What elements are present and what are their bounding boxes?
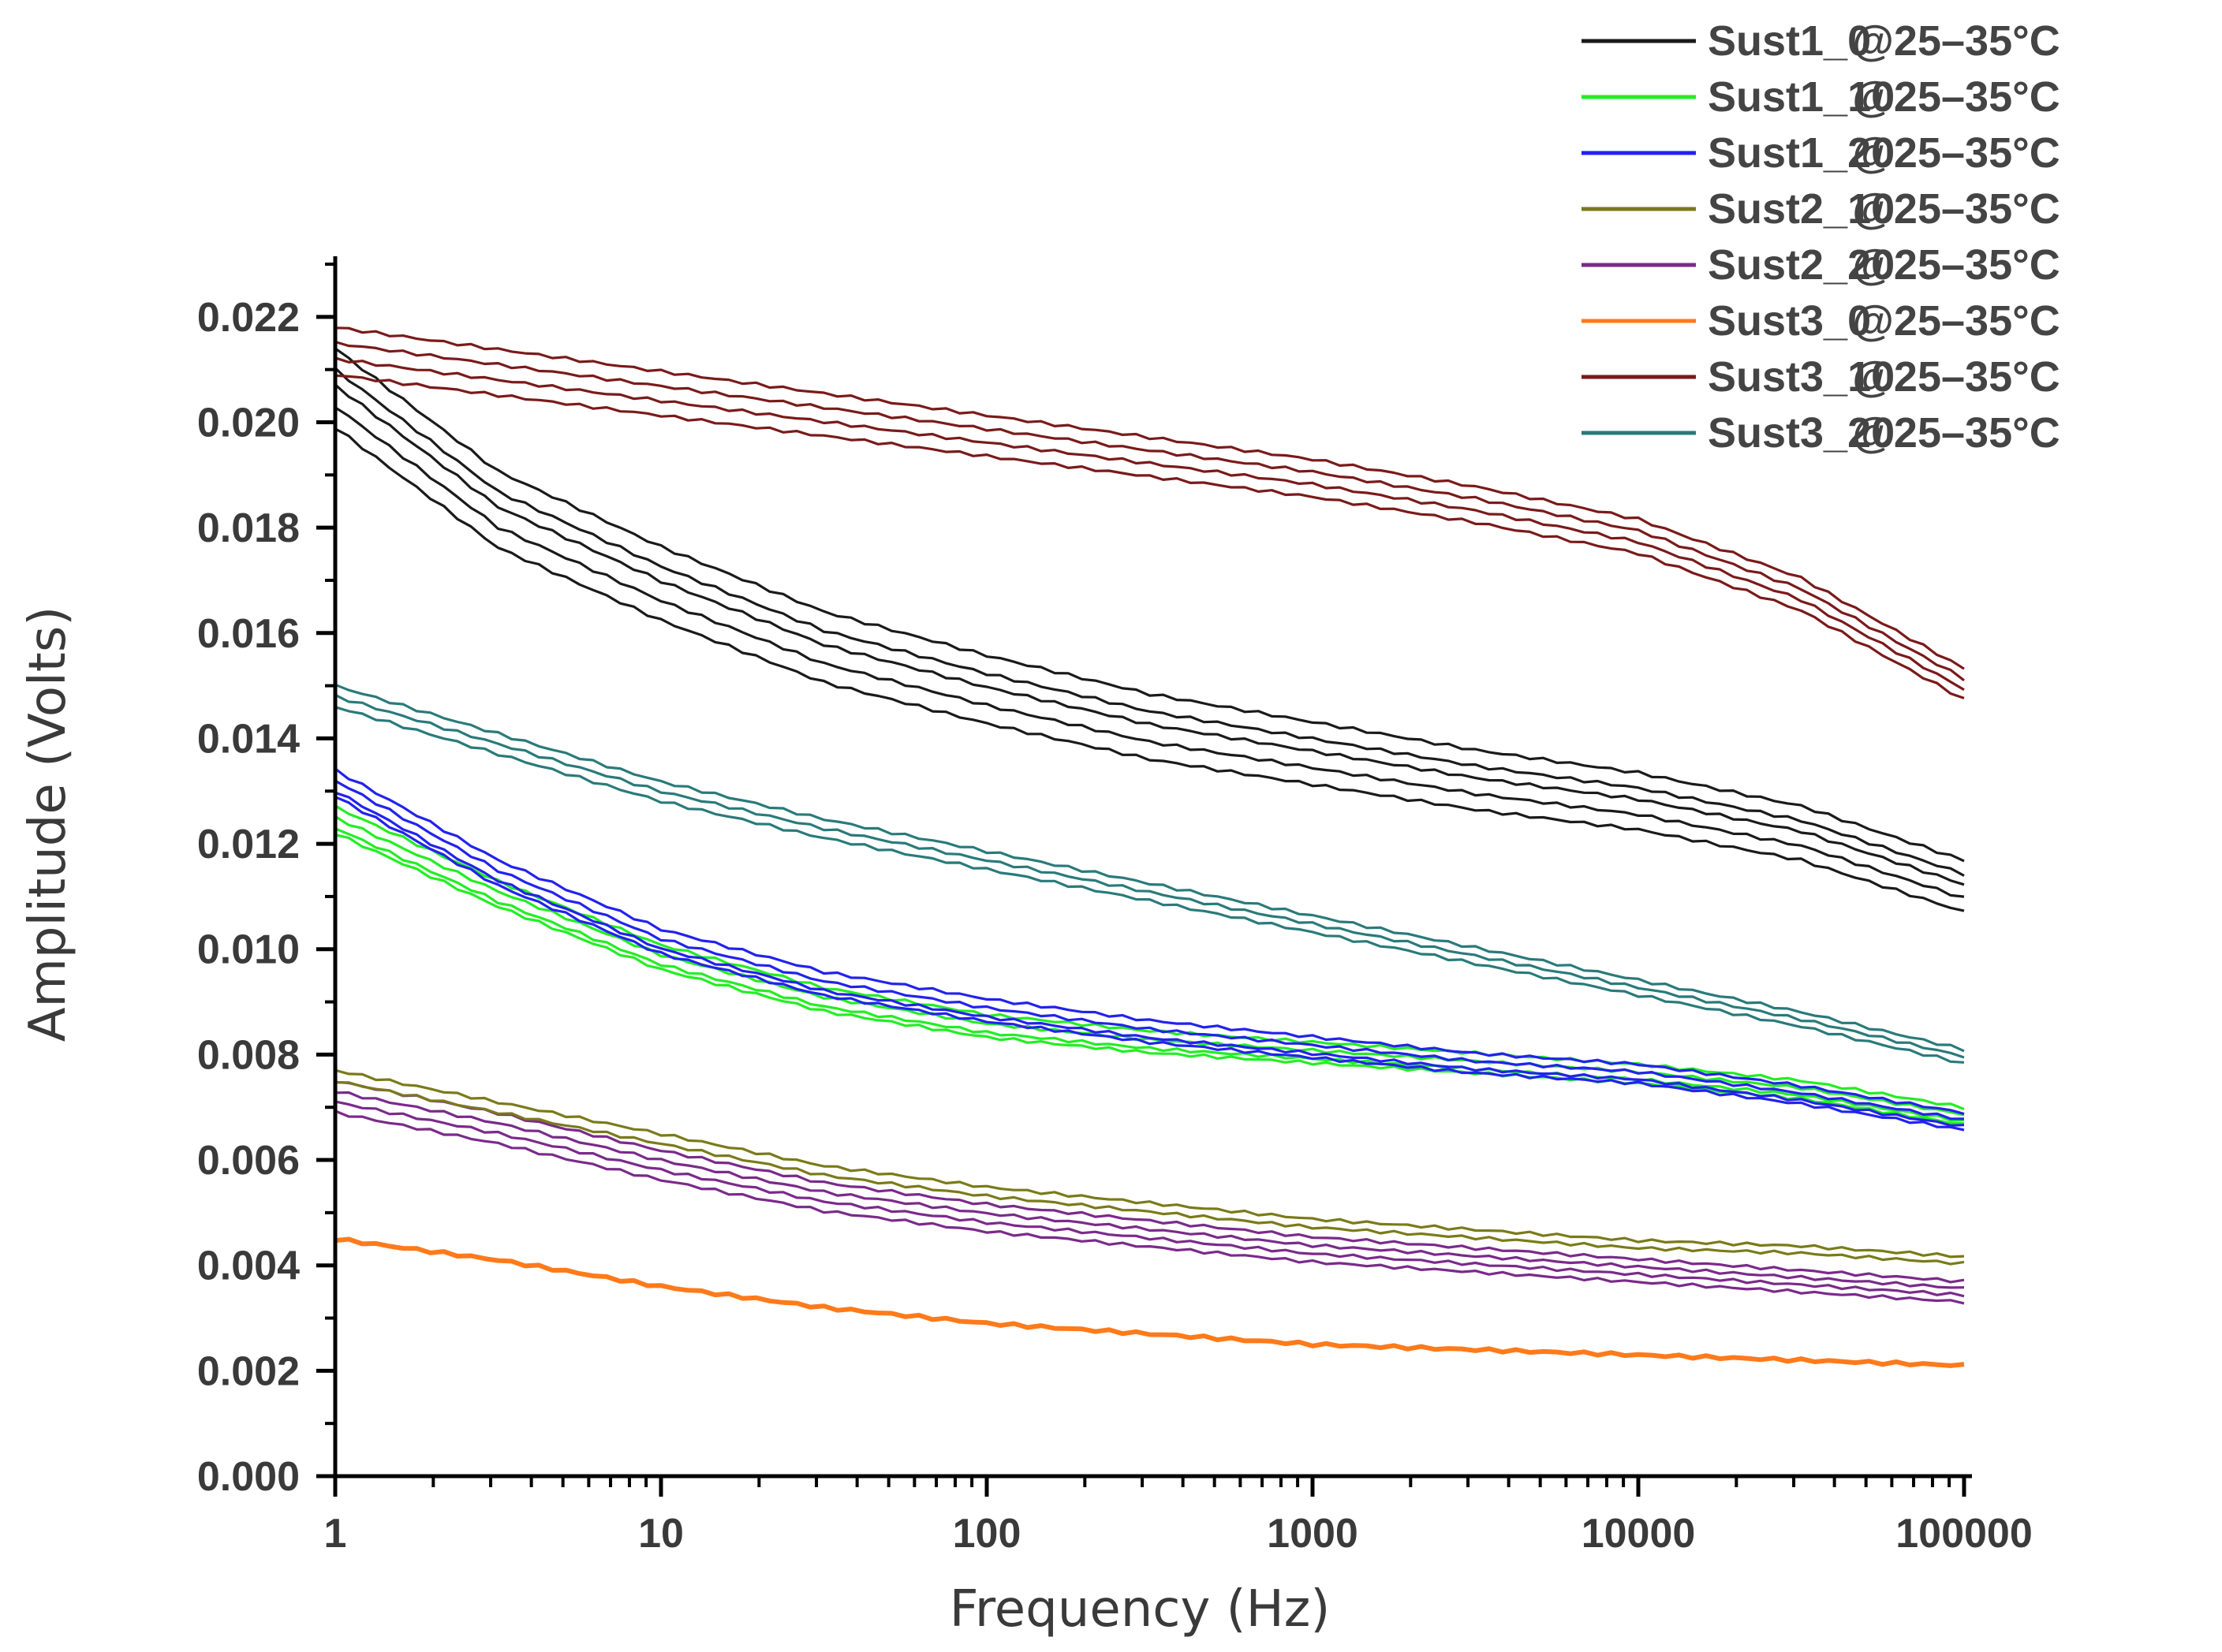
x-tick-label: 1000 <box>1267 1511 1358 1557</box>
legend-condition: @25–35°C <box>1852 297 2060 345</box>
trace-Sust3_20 <box>334 706 1965 1064</box>
trace-Sust3_20 <box>334 683 1965 1053</box>
y-tick-label: 0.010 <box>197 927 300 973</box>
trace-Sust1_10 <box>334 804 1965 1110</box>
tick-labels: 0.000 0.002 0.004 0.006 0.008 0.010 0.012 0.014… <box>197 295 2033 1557</box>
legend-condition: @25–35°C <box>1852 17 2060 65</box>
series-Sust3_0 <box>334 1236 1965 1368</box>
y-tick-label: 0.022 <box>197 295 300 341</box>
y-tick-label: 0.018 <box>197 505 300 551</box>
legend-condition: @25–35°C <box>1852 185 2060 233</box>
trace-Sust1_20 <box>334 791 1965 1127</box>
trace-Sust1_0 <box>334 427 1965 912</box>
legend-series-name: Sust1_0 <box>1708 17 1871 65</box>
legend-item-Sust1_0: Sust1_0@25–35°C <box>1582 17 2060 65</box>
trace-Sust3_10 <box>334 356 1965 692</box>
trace-Sust3_20 <box>334 693 1965 1059</box>
trace-Sust3_10 <box>334 326 1965 670</box>
series-layer <box>334 326 1965 1368</box>
x-tick-label: 10000 <box>1582 1511 1696 1557</box>
trace-Sust3_10 <box>334 340 1965 682</box>
legend-series-name: Sust1_20 <box>1708 129 1895 177</box>
x-axis-title: Frequency (Hz) <box>950 1580 1331 1639</box>
trace-Sust2_20 <box>334 1080 1965 1284</box>
series-Sust2_10 <box>334 1068 1965 1266</box>
legend-condition: @25–35°C <box>1852 129 2060 177</box>
y-tick-label: 0.000 <box>197 1454 300 1500</box>
trace-Sust1_0 <box>334 347 1965 863</box>
trace-Sust1_10 <box>334 815 1965 1117</box>
y-tick-label: 0.006 <box>197 1138 300 1184</box>
legend-series-name: Sust3_20 <box>1708 409 1895 457</box>
y-tick-label: 0.012 <box>197 822 300 867</box>
legend-series-name: Sust2_10 <box>1708 185 1895 233</box>
legend-series-name: Sust2_20 <box>1708 241 1895 289</box>
legend-series-name: Sust3_10 <box>1708 353 1895 401</box>
legend-condition: @25–35°C <box>1852 73 2060 121</box>
series-Sust2_20 <box>334 1080 1965 1305</box>
trace-Sust1_20 <box>334 767 1965 1116</box>
legend: Sust1_0@25–35°CSust1_10@25–35°CSust1_20@… <box>1582 17 2060 457</box>
y-tick-label: 0.020 <box>197 400 300 446</box>
legend-condition: @25–35°C <box>1852 353 2060 401</box>
trace-Sust2_10 <box>334 1081 1965 1266</box>
trace-Sust3_10 <box>334 374 1965 699</box>
y-tick-label: 0.002 <box>197 1348 300 1394</box>
trace-Sust1_20 <box>334 779 1964 1121</box>
x-tick-label: 10 <box>638 1511 684 1557</box>
legend-item-Sust1_10: Sust1_10@25–35°C <box>1582 73 2060 121</box>
trace-Sust2_10 <box>334 1068 1965 1259</box>
legend-item-Sust3_20: Sust3_20@25–35°C <box>1582 409 2060 457</box>
y-tick-label: 0.008 <box>197 1032 300 1078</box>
trace-Sust3_0 <box>334 1236 1965 1368</box>
legend-item-Sust2_20: Sust2_20@25–35°C <box>1582 241 2060 289</box>
legend-condition: @25–35°C <box>1852 241 2060 289</box>
legend-series-name: Sust3_0 <box>1708 297 1871 345</box>
legend-item-Sust2_10: Sust2_10@25–35°C <box>1582 185 2060 233</box>
trace-Sust1_0 <box>334 383 1965 886</box>
trace-Sust2_20 <box>334 1100 1965 1298</box>
trace-Sust1_0 <box>334 367 1965 877</box>
series-Sust3_20 <box>334 683 1965 1064</box>
trace-Sust1_0 <box>334 406 1965 898</box>
axes <box>316 256 1972 1497</box>
y-tick-label: 0.014 <box>197 716 300 762</box>
series-Sust3_10 <box>334 326 1965 699</box>
legend-series-name: Sust1_10 <box>1708 73 1895 121</box>
trace-Sust1_10 <box>334 827 1965 1122</box>
legend-item-Sust1_20: Sust1_20@25–35°C <box>1582 129 2060 177</box>
x-tick-label: 100000 <box>1895 1511 2033 1557</box>
trace-Sust2_20 <box>334 1091 1965 1289</box>
legend-condition: @25–35°C <box>1852 409 2060 457</box>
x-tick-label: 100 <box>953 1511 1021 1557</box>
trace-Sust2_20 <box>334 1109 1965 1305</box>
series-Sust1_10 <box>334 804 1965 1125</box>
series-Sust1_0 <box>334 347 1965 912</box>
legend-item-Sust3_0: Sust3_0@25–35°C <box>1582 297 2060 345</box>
trace-Sust1_20 <box>334 796 1965 1132</box>
series-Sust1_20 <box>334 767 1965 1132</box>
legend-item-Sust3_10: Sust3_10@25–35°C <box>1582 353 2060 401</box>
y-tick-label: 0.004 <box>197 1244 300 1289</box>
x-tick-label: 1 <box>324 1511 347 1557</box>
y-tick-label: 0.016 <box>197 611 300 657</box>
y-axis-title: Amplitude (Volts) <box>19 606 77 1042</box>
